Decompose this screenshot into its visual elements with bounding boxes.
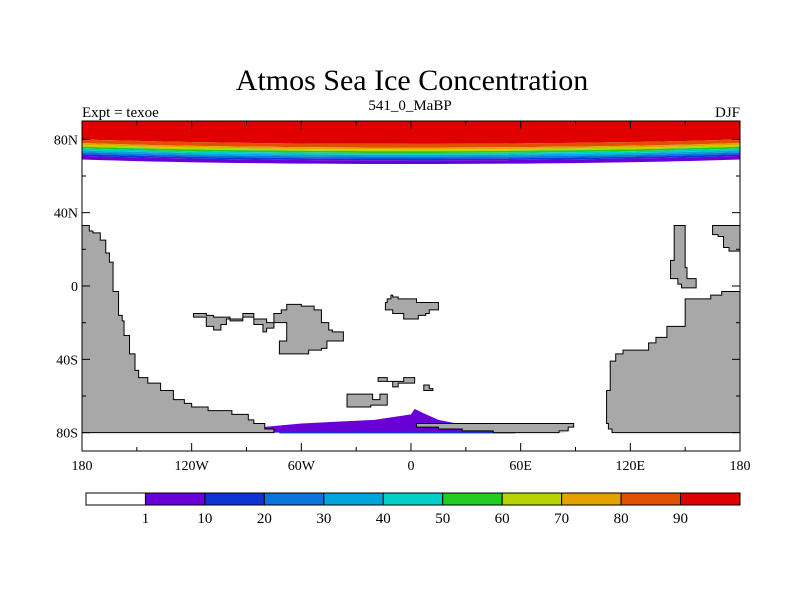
land-small-island-south (377, 377, 416, 388)
colorbar-label: 60 (495, 511, 510, 527)
colorbar-swatch (620, 492, 682, 506)
x-tick-label: 60E (509, 459, 532, 474)
y-tick-label: 80N (54, 133, 78, 148)
north-ice-band (82, 155, 740, 164)
colorbar-label: 1 (142, 511, 150, 527)
season-label: DJF (715, 105, 740, 121)
x-tick-label: 180 (730, 459, 751, 474)
x-tick-label: 120E (616, 459, 646, 474)
colorbar-swatch (501, 492, 563, 506)
y-tick-label: 0 (71, 280, 78, 295)
y-tick-label: 40S (56, 353, 78, 368)
land-layer (81, 225, 741, 434)
north-ice-band (82, 148, 740, 155)
colorbar-label: 90 (673, 511, 688, 527)
x-tick-label: 120W (175, 459, 210, 474)
north-ice-band (82, 139, 740, 148)
x-tick-label: 0 (408, 459, 415, 474)
north-ice-band (82, 152, 740, 159)
y-tick-label: 80S (56, 427, 78, 442)
colorbar-swatch (263, 492, 325, 506)
colorbar-swatch (323, 492, 384, 506)
land-east-continent (606, 225, 741, 434)
x-axis: 180 120W 60W 0 60E 120E 180 (72, 121, 751, 474)
north-ice-band (82, 144, 740, 152)
y-tick-label: 40N (54, 207, 78, 222)
north-ice-band (82, 143, 740, 150)
land-small-landmass-south (346, 393, 388, 408)
north-ice-band (82, 146, 740, 153)
colorbar-label: 10 (197, 511, 212, 527)
chart-title: Atmos Sea Ice Concentration (236, 64, 588, 97)
land-inner-island-east (670, 225, 697, 289)
land-small-islet (423, 384, 434, 391)
colorbar-label: 70 (554, 511, 569, 527)
sea-ice-layer (82, 121, 740, 434)
land-south-continent-west (415, 423, 575, 434)
north-ice-band (82, 121, 740, 144)
land-west-continent (81, 225, 275, 434)
colorbar-swatch (85, 492, 146, 506)
colorbar-label: 80 (614, 511, 629, 527)
land-central-landmass (192, 303, 344, 355)
period-label: 541_0_MaBP (368, 98, 451, 114)
colorbar-swatch (561, 492, 622, 506)
colorbar-label: 20 (257, 511, 272, 527)
colorbar-swatch (144, 492, 206, 506)
north-ice-band (82, 154, 740, 161)
south-ice-core (279, 431, 516, 434)
colorbar-swatch (382, 492, 444, 506)
x-tick-label: 60W (288, 459, 316, 474)
south-ice-fringe (241, 408, 567, 433)
colorbar-swatch (680, 492, 741, 506)
colorbar-label: 40 (376, 511, 391, 527)
north-ice-band (82, 150, 740, 157)
colorbar-label: 30 (316, 511, 331, 527)
colorbar-label: 50 (435, 511, 450, 527)
colorbar: 1 10 20 30 40 50 60 70 80 90 (85, 492, 741, 527)
x-tick-label: 180 (72, 459, 93, 474)
y-axis: 80N 40N 0 40S 80S (54, 133, 740, 442)
colorbar-swatch (204, 492, 265, 506)
experiment-label: Expt = texoe (82, 105, 159, 121)
land-small-island-north (384, 294, 439, 320)
colorbar-swatch (442, 492, 503, 506)
